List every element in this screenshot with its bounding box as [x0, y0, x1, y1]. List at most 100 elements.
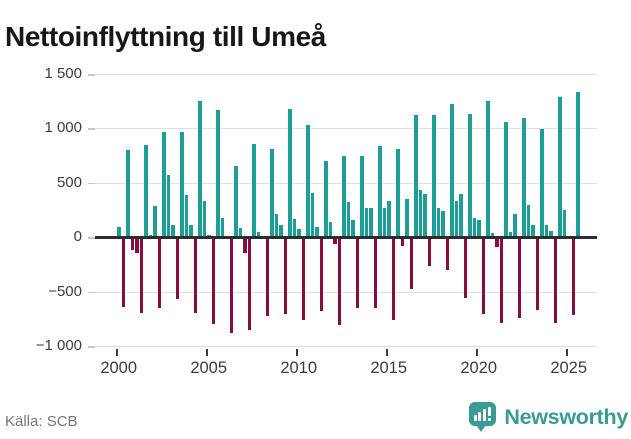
bar-2012-q2 [337, 238, 342, 325]
gridline--500 [95, 291, 597, 293]
x-tick-mark [385, 349, 388, 356]
bar-2020-q3 [486, 100, 490, 238]
bar-2017-q4 [436, 207, 441, 238]
bar-2017-q1 [423, 194, 427, 238]
bar-2016-q4 [418, 189, 423, 238]
bar-2000-q4 [130, 238, 135, 250]
bar-2013-q3 [360, 156, 364, 238]
bar-2006-q2 [229, 238, 234, 334]
bar-2022-q1 [513, 213, 517, 238]
bar-2010-q3 [306, 125, 310, 238]
x-tick-mark [565, 349, 568, 356]
bar-2017-q2 [427, 238, 432, 266]
bar-2003-q4 [184, 194, 189, 238]
bar-2002-q1 [153, 205, 157, 238]
bar-2010-q4 [310, 192, 315, 238]
bar-2007-q1 [243, 238, 247, 254]
bar-2024-q4 [562, 210, 567, 238]
bar-2006-q3 [234, 166, 238, 238]
bar-2009-q4 [292, 219, 297, 238]
y-tick-mark [88, 291, 95, 294]
bar-2016-q1 [405, 198, 409, 238]
chart-title: Nettoinflyttning till Umeå [5, 20, 326, 52]
bar-2011-q3 [324, 161, 328, 238]
bar-2007-q2 [247, 238, 252, 331]
bar-2023-q2 [535, 238, 540, 311]
bar-2000-q1 [117, 227, 121, 238]
bar-2022-q2 [517, 238, 522, 319]
x-axis-label: 2000 [100, 359, 138, 377]
bar-2019-q2 [463, 238, 468, 298]
x-tick-mark [295, 349, 298, 356]
bar-2004-q2 [193, 238, 198, 313]
bar-2024-q2 [553, 238, 558, 323]
logo-bar-3 [482, 409, 486, 421]
bar-2017-q3 [432, 115, 436, 238]
y-tick-mark [88, 346, 95, 348]
newsworthy-logo: Newsworthy [469, 402, 628, 432]
bar-2007-q3 [252, 143, 256, 238]
x-tick-mark [475, 349, 478, 356]
bar-2005-q4 [220, 217, 225, 238]
bar-2009-q1 [279, 224, 283, 238]
bar-2009-q2 [283, 238, 288, 314]
gridline-1500 [95, 74, 597, 75]
y-axis-label: −1 000 [35, 337, 82, 354]
bar-2010-q1 [297, 229, 301, 238]
bar-2015-q2 [391, 238, 396, 320]
bar-2020-q4 [490, 232, 495, 238]
bar-2002-q2 [157, 238, 162, 309]
newsworthy-logo-text: Newsworthy [504, 404, 628, 429]
y-tick-mark [88, 74, 95, 76]
x-axis-label: 2015 [370, 359, 408, 377]
bar-2015-q4 [400, 238, 405, 247]
bar-2011-q4 [328, 221, 333, 238]
bar-2007-q4 [256, 231, 261, 238]
bar-2025-q2 [571, 238, 576, 315]
bar-2005-q3 [216, 109, 220, 238]
bar-2013-q4 [364, 208, 369, 238]
logo-bubble-tail [476, 425, 487, 432]
bar-2012-q3 [342, 156, 346, 238]
bar-2011-q2 [319, 238, 324, 312]
bar-2003-q1 [171, 225, 175, 238]
bar-2014-q4 [382, 208, 387, 238]
bar-2021-q3 [504, 122, 508, 238]
bar-2014-q3 [378, 146, 382, 238]
gridline-1000 [95, 128, 597, 130]
bar-2003-q2 [175, 238, 180, 299]
bar-2012-q4 [346, 201, 351, 238]
bar-2015-q3 [396, 148, 400, 238]
bar-2004-q4 [202, 201, 207, 238]
x-axis-label: 2010 [280, 359, 318, 377]
bar-2021-q2 [499, 238, 504, 323]
bar-2002-q4 [166, 175, 171, 238]
migration-bar-chart: 1 500 1 000 500 0 −500 −1 000 2000 2005 2010 2015… [35, 65, 597, 377]
bar-2022-q3 [522, 118, 526, 238]
y-axis-label: 1 000 [44, 119, 82, 137]
bar-2023-q3 [540, 129, 544, 238]
bar-2012-q1 [333, 238, 337, 244]
gridline--1000 [95, 346, 597, 347]
bar-2018-q4 [454, 201, 459, 238]
bar-2006-q4 [238, 227, 243, 238]
logo-bar-2 [478, 412, 482, 421]
x-axis-label: 2020 [460, 359, 498, 377]
bar-2014-q2 [373, 238, 378, 309]
bar-2020-q1 [477, 220, 481, 238]
bar-2021-q4 [508, 232, 513, 238]
bar-2013-q2 [355, 238, 360, 308]
bar-2016-q2 [409, 238, 414, 290]
bar-2019-q3 [468, 114, 472, 238]
bar-2015-q1 [387, 201, 391, 238]
bar-2003-q3 [180, 131, 184, 238]
bar-2024-q3 [558, 96, 562, 238]
bar-2018-q2 [445, 238, 450, 271]
bar-2023-q1 [531, 224, 535, 238]
bar-2021-q1 [495, 238, 499, 248]
bar-2025-q3 [576, 92, 580, 238]
bar-2010-q2 [301, 238, 306, 320]
bar-2024-q1 [549, 230, 553, 238]
bar-chart-speech-bubble-icon [469, 402, 497, 432]
bar-2001-q3 [144, 144, 148, 238]
